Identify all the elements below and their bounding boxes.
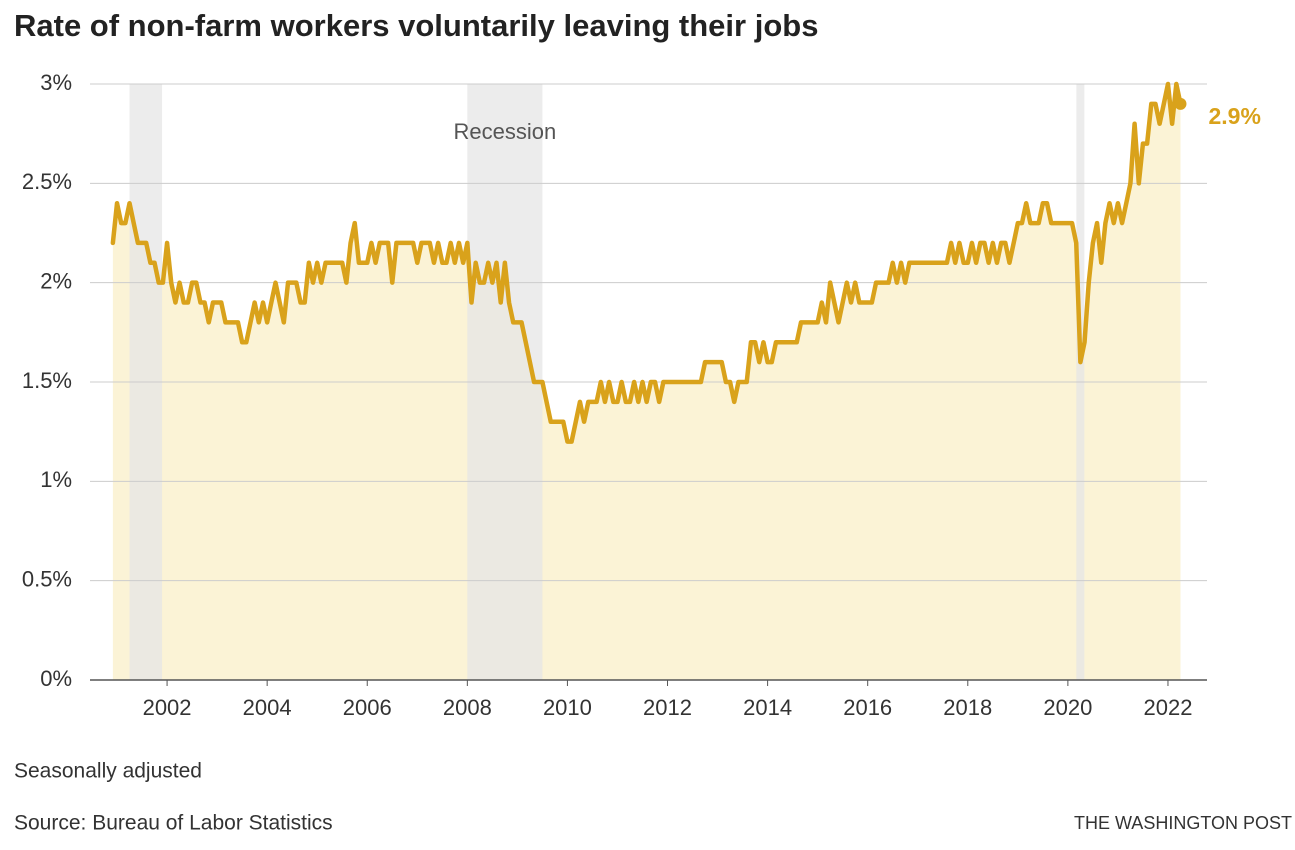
x-tick-label: 2018 xyxy=(943,695,992,720)
end-dot xyxy=(1174,97,1187,110)
x-tick-label: 2012 xyxy=(643,695,692,720)
x-tick-label: 2002 xyxy=(143,695,192,720)
chart-credit: THE WASHINGTON POST xyxy=(1074,813,1292,833)
area xyxy=(112,84,1181,680)
y-tick-label: 1% xyxy=(40,467,72,492)
x-tick-label: 2010 xyxy=(543,695,592,720)
chart-title: Rate of non-farm workers voluntarily lea… xyxy=(14,8,818,43)
x-tick-label: 2014 xyxy=(743,695,792,720)
line xyxy=(110,81,1183,444)
y-tick-label: 0.5% xyxy=(22,566,72,591)
recession-label: Recession xyxy=(454,119,557,144)
x-tick-label: 2006 xyxy=(343,695,392,720)
y-tick-label: 1.5% xyxy=(22,368,72,393)
chart-source: Source: Bureau of Labor Statistics xyxy=(14,812,333,835)
value-label: 2.9% xyxy=(1208,103,1260,129)
y-tick-label: 0% xyxy=(40,666,72,691)
x-tick-label: 2004 xyxy=(243,695,292,720)
x-tick-label: 2020 xyxy=(1043,695,1092,720)
y-tick-label: 2.5% xyxy=(22,169,72,194)
y-tick-label: 3% xyxy=(40,70,72,95)
x-tick-label: 2022 xyxy=(1143,695,1192,720)
x-tick-label: 2016 xyxy=(843,695,892,720)
y-tick-label: 2% xyxy=(40,268,72,293)
chart-note: Seasonally adjusted xyxy=(14,760,202,783)
x-tick-label: 2008 xyxy=(443,695,492,720)
